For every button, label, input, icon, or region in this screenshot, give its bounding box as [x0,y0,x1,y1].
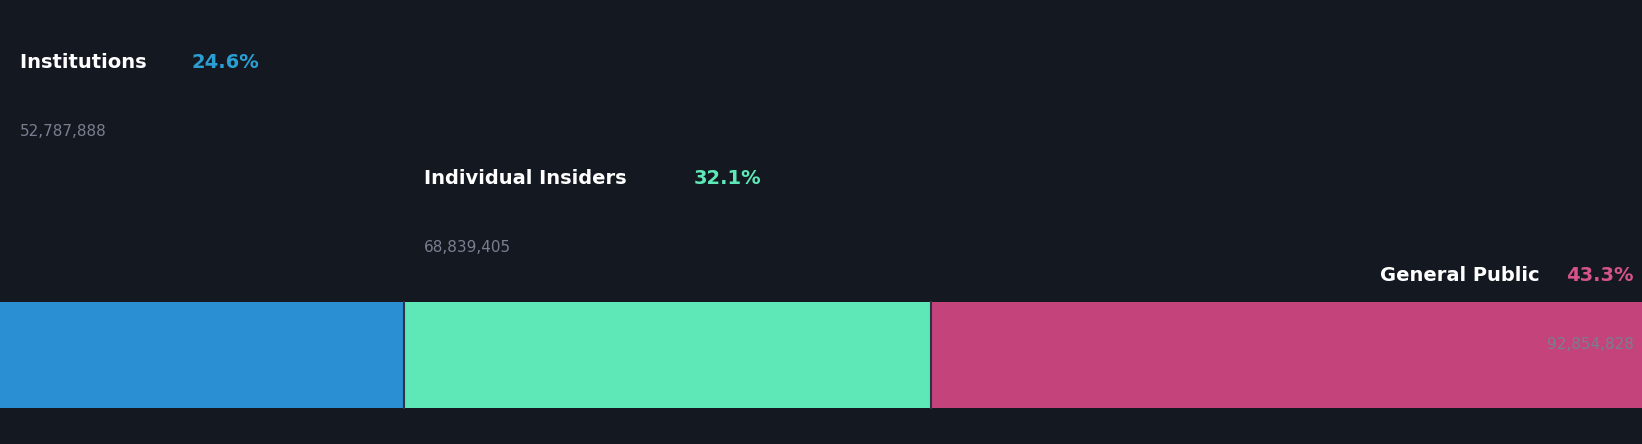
Text: 68,839,405: 68,839,405 [424,240,511,255]
Text: Individual Insiders: Individual Insiders [424,169,634,188]
Bar [0,302,404,408]
Bar [931,302,1642,408]
Text: General Public 43.3%: General Public 43.3% [1401,266,1634,285]
Text: 92,854,828: 92,854,828 [1547,337,1634,353]
Text: 52,787,888: 52,787,888 [20,124,107,139]
Bar [404,302,931,408]
Text: 43.3%: 43.3% [1566,266,1634,285]
Text: 32.1%: 32.1% [695,169,762,188]
Text: Institutions: Institutions [20,53,153,72]
Text: 24.6%: 24.6% [192,53,259,72]
Text: General Public: General Public [1381,266,1547,285]
